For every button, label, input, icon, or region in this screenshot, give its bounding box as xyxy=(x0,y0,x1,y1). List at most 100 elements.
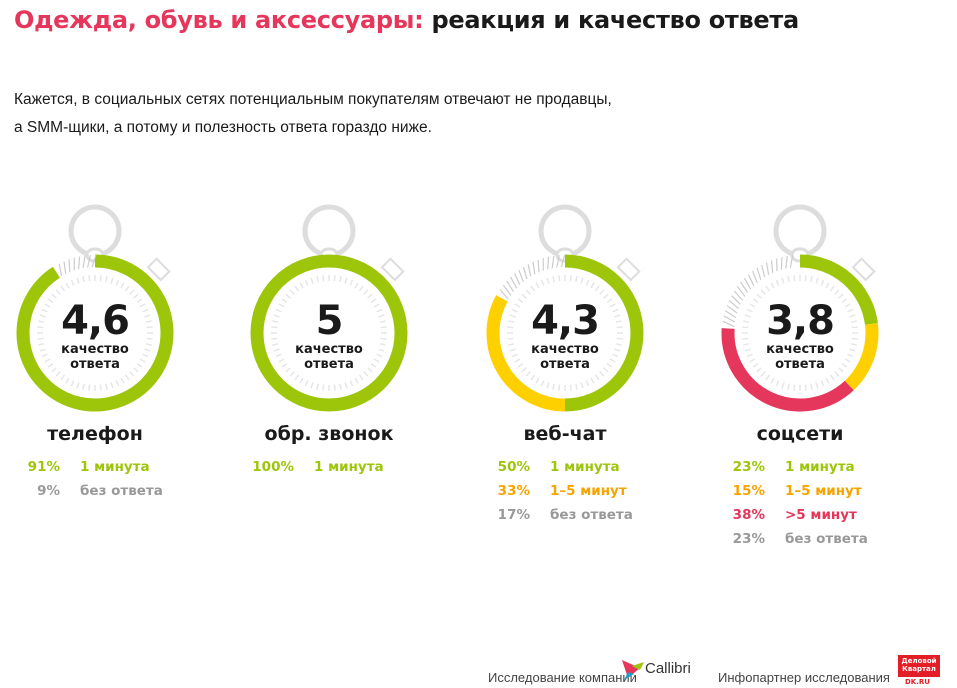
stat-label: без ответа xyxy=(785,531,868,547)
dial-tick xyxy=(775,380,780,387)
dial-tick xyxy=(765,374,771,381)
dial-tick xyxy=(775,279,780,286)
dial-tick xyxy=(275,353,282,358)
dial-tick xyxy=(88,275,91,282)
stat-label: 1 минута xyxy=(785,459,855,475)
stat-row: 15% 1–5 минут xyxy=(700,483,920,507)
no-answer-hatch xyxy=(785,255,788,269)
dial-tick xyxy=(349,380,354,387)
dial-tick xyxy=(558,275,561,282)
dial-tick xyxy=(834,371,840,377)
no-answer-hatch xyxy=(68,259,71,273)
dial-tick xyxy=(124,285,130,292)
dial-tick xyxy=(743,320,750,323)
dial-tick xyxy=(129,371,135,377)
stats-list: 50% 1 минута 33% 1–5 минут 17% без ответа xyxy=(465,459,685,531)
dial-tick xyxy=(144,314,151,318)
dial-tick xyxy=(354,282,359,289)
dial-tick xyxy=(804,275,807,282)
stat-percent: 38% xyxy=(732,507,765,523)
dial-tick xyxy=(379,343,386,346)
dial-tick xyxy=(39,348,46,352)
dial-tick xyxy=(271,337,278,340)
dial-tick xyxy=(304,279,309,286)
stat-row: 91% 1 минута xyxy=(0,459,215,483)
dial-tick xyxy=(614,314,621,318)
stat-percent: 17% xyxy=(497,507,530,523)
dial-tick xyxy=(787,383,790,390)
stat-row: 23% без ответа xyxy=(700,531,920,555)
stat-label: без ответа xyxy=(80,483,163,499)
dial-tick xyxy=(88,384,91,391)
dial-tick xyxy=(339,276,342,283)
dial-tick xyxy=(521,293,527,299)
dial-tick xyxy=(507,326,514,329)
dial-tick xyxy=(65,282,70,289)
dial-tick xyxy=(39,314,46,318)
arc-fast xyxy=(799,254,878,326)
dial-tick xyxy=(47,298,54,304)
dial-tick xyxy=(142,308,149,313)
quality-score: 3,8 xyxy=(766,298,835,344)
dial-tick xyxy=(756,367,762,373)
dial-tick xyxy=(525,289,531,295)
dial-tick xyxy=(590,377,595,384)
no-answer-hatch xyxy=(752,270,758,283)
dial-tick xyxy=(304,380,309,387)
callibri-bird-icon xyxy=(622,660,644,680)
dial-tick xyxy=(44,303,51,308)
no-answer-hatch xyxy=(510,276,518,289)
dial-tick xyxy=(136,362,143,368)
no-answer-hatch xyxy=(91,254,97,268)
dial-tick xyxy=(615,343,622,346)
dial-tick xyxy=(569,384,572,391)
stopwatch-button-icon xyxy=(851,257,876,282)
dial-tick xyxy=(810,383,813,390)
dial-tick xyxy=(367,367,373,373)
dial-tick xyxy=(829,285,835,292)
dial-tick xyxy=(838,367,844,373)
dial-tick xyxy=(575,383,578,390)
no-answer-hatch xyxy=(506,280,515,292)
dial-tick xyxy=(299,377,304,384)
dial-tick xyxy=(609,303,616,308)
no-answer-hatch xyxy=(560,254,566,268)
dial-tick xyxy=(509,314,516,318)
channel-name: веб-чат xyxy=(523,423,607,445)
dial-tick xyxy=(743,343,750,346)
dial-tick xyxy=(580,277,584,284)
dial-tick xyxy=(139,358,146,363)
no-answer-hatch xyxy=(547,256,550,270)
dial-tick xyxy=(511,308,518,313)
dial-tick xyxy=(850,343,857,346)
dial-tick xyxy=(376,353,383,358)
quality-label: качество xyxy=(766,342,834,357)
dial-tick xyxy=(746,353,753,358)
dial-tick xyxy=(367,293,373,299)
dial-tick xyxy=(289,289,295,295)
no-answer-hatch xyxy=(780,257,783,270)
stopwatch-chart xyxy=(250,204,408,412)
dial-tick xyxy=(585,380,590,387)
dial-tick xyxy=(749,303,756,308)
dial-tick xyxy=(810,276,813,283)
dial-tick xyxy=(44,358,51,363)
dial-tick xyxy=(139,303,146,308)
dial-tick xyxy=(834,289,840,295)
dial-tick xyxy=(558,384,561,391)
stat-label: 1–5 минут xyxy=(550,483,627,499)
stat-percent: 23% xyxy=(732,459,765,475)
dial-tick xyxy=(316,383,319,390)
no-answer-hatch xyxy=(58,263,63,277)
dial-tick xyxy=(820,380,825,387)
dial-tick xyxy=(322,384,325,391)
dial-tick xyxy=(517,298,524,304)
dial-tick xyxy=(272,343,279,346)
dial-tick xyxy=(76,277,80,284)
no-answer-hatch xyxy=(499,289,509,300)
stat-percent: 15% xyxy=(732,483,765,499)
quality-score: 4,3 xyxy=(531,298,600,344)
dial-tick xyxy=(508,320,515,323)
dial-tick xyxy=(546,382,550,389)
no-answer-hatch xyxy=(789,255,794,268)
